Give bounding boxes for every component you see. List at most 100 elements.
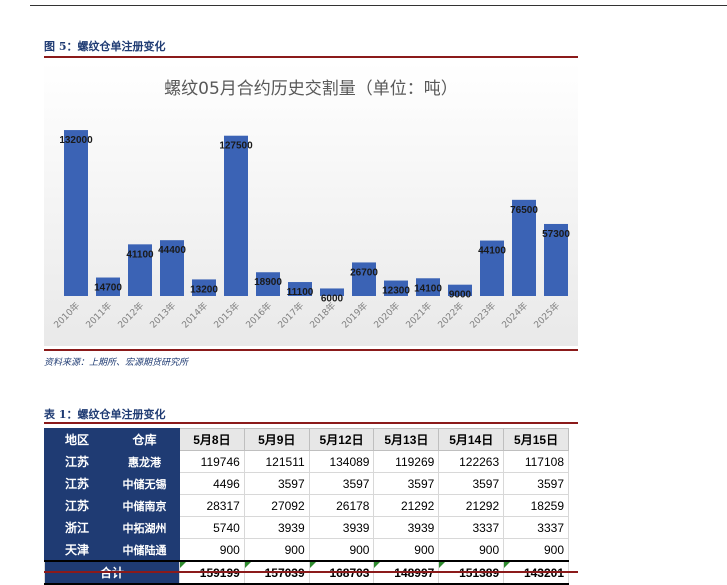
chart-bar: [384, 280, 408, 296]
header-date: 5月14日: [438, 428, 505, 451]
data-label: 18900: [254, 277, 282, 288]
chart-bar: [160, 240, 184, 296]
value-cell: 3597: [308, 472, 375, 495]
data-label: 57300: [542, 229, 570, 240]
value-cell: 119269: [373, 450, 440, 473]
value-cell: 3597: [438, 472, 505, 495]
region-cell: 江苏: [44, 494, 110, 517]
data-label: 9000: [449, 290, 472, 301]
chart-bar: [416, 278, 440, 296]
x-tick-label: 2024年: [499, 300, 530, 331]
data-label: 14100: [414, 283, 442, 294]
data-label: 6000: [321, 293, 344, 304]
data-label: 44100: [478, 246, 506, 257]
value-cell: 5740: [179, 516, 245, 539]
source-note: 资料来源：上期所、宏源期货研究所: [44, 358, 189, 368]
region-cell: 天津: [44, 538, 110, 562]
data-label: 13200: [190, 284, 218, 295]
x-tick-label: 2021年: [403, 300, 434, 331]
x-tick-label: 2010年: [51, 300, 82, 331]
value-cell: 3939: [243, 516, 310, 539]
value-cell: 26178: [308, 494, 375, 517]
value-cell: 3337: [438, 516, 505, 539]
chart-bar: [64, 130, 88, 296]
x-tick-label: 2013年: [147, 300, 178, 331]
header-date: 5月8日: [179, 428, 245, 451]
chart-bottom-divider: [44, 349, 578, 351]
figure-caption: 图 5：螺纹仓单注册变化: [44, 40, 166, 53]
value-cell: 122263: [438, 450, 505, 473]
chart-area: 螺纹05月合约历史交割量（单位：吨） 132000 2010年 14700 2011年 4…: [44, 62, 578, 346]
warehouse-cell: 中拓湖州: [109, 516, 180, 539]
x-tick-label: 2011年: [83, 300, 114, 331]
data-label: 14700: [94, 283, 122, 294]
chart-bar: [224, 135, 248, 296]
header-warehouse: 仓库: [109, 428, 180, 451]
table-row: 天津 中储陆通 900 900 900 900 900 900: [44, 538, 569, 562]
value-cell: 3939: [308, 516, 375, 539]
table-row: 江苏 中储南京 28317 27092 26178 21292 21292 18…: [44, 494, 569, 517]
header-region: 地区: [44, 428, 110, 451]
data-label: 41100: [126, 249, 154, 260]
value-cell: 27092: [243, 494, 310, 517]
value-cell: 3597: [503, 472, 569, 495]
region-cell: 江苏: [44, 472, 110, 495]
value-cell: 119746: [179, 450, 245, 473]
value-cell: 3337: [503, 516, 569, 539]
warehouse-cell: 中储陆通: [109, 538, 180, 562]
value-cell: 3939: [373, 516, 440, 539]
value-cell: 900: [503, 538, 569, 562]
comment-flag-icon: [504, 562, 511, 568]
chart-bar: [480, 240, 504, 296]
data-label: 44400: [158, 245, 186, 256]
chart-bar: [96, 277, 120, 296]
value-cell: 900: [373, 538, 440, 562]
region-cell: 浙江: [44, 516, 110, 539]
x-tick-label: 2022年: [435, 300, 466, 331]
header-date: 5月9日: [243, 428, 310, 451]
data-label: 12300: [382, 286, 410, 297]
data-label: 11100: [287, 287, 314, 298]
table-row: 江苏 惠龙港 119746 121511 134089 119269 12226…: [44, 450, 569, 473]
bar-chart: 螺纹05月合约历史交割量（单位：吨） 132000 2010年 14700 2011年 4…: [51, 79, 570, 331]
region-cell: 江苏: [44, 450, 110, 473]
x-tick-label: 2020年: [371, 300, 402, 331]
data-label: 132000: [59, 135, 93, 146]
value-cell: 900: [438, 538, 505, 562]
table-caption: 表 1：螺纹仓单注册变化: [44, 408, 166, 421]
value-cell: 900: [243, 538, 310, 562]
table-header-row: 地区 仓库 5月8日 5月9日 5月12日 5月13日 5月14日 5月15日: [44, 428, 569, 451]
x-tick-label: 2025年: [531, 300, 562, 331]
x-tick-label: 2017年: [275, 300, 306, 331]
table-bottom-divider: [44, 571, 578, 573]
table-row: 江苏 中储无锡 4496 3597 3597 3597 3597 3597: [44, 472, 569, 495]
value-cell: 900: [179, 538, 245, 562]
data-label: 26700: [350, 267, 378, 278]
x-tick-label: 2014年: [179, 300, 210, 331]
x-tick-label: 2019年: [339, 300, 370, 331]
x-tick-label: 2016年: [243, 300, 274, 331]
chart-bar: [352, 262, 376, 296]
value-cell: 134089: [308, 450, 375, 473]
value-cell: 4496: [179, 472, 245, 495]
chart-title: 螺纹05月合约历史交割量（单位：吨）: [164, 79, 458, 99]
value-cell: 3597: [243, 472, 310, 495]
x-tick-label: 2015年: [211, 300, 242, 331]
registration-table: 地区 仓库 5月8日 5月9日 5月12日 5月13日 5月14日 5月15日 …: [44, 428, 569, 585]
value-cell: 121511: [243, 450, 310, 473]
data-label: 127500: [219, 141, 253, 152]
table-row: 浙江 中拓湖州 5740 3939 3939 3939 3337 3337: [44, 516, 569, 539]
header-date: 5月12日: [308, 428, 375, 451]
top-rule: [30, 5, 727, 6]
comment-flag-icon: [180, 562, 186, 568]
comment-flag-icon: [244, 562, 251, 568]
warehouse-cell: 惠龙港: [109, 450, 180, 473]
header-date: 5月15日: [503, 428, 569, 451]
value-cell: 3597: [373, 472, 440, 495]
chart-bar: [128, 244, 152, 296]
table-caption-divider: [44, 422, 578, 424]
value-cell: 21292: [373, 494, 440, 517]
x-tick-label: 2012年: [115, 300, 146, 331]
value-cell: 21292: [438, 494, 505, 517]
value-cell: 900: [308, 538, 375, 562]
